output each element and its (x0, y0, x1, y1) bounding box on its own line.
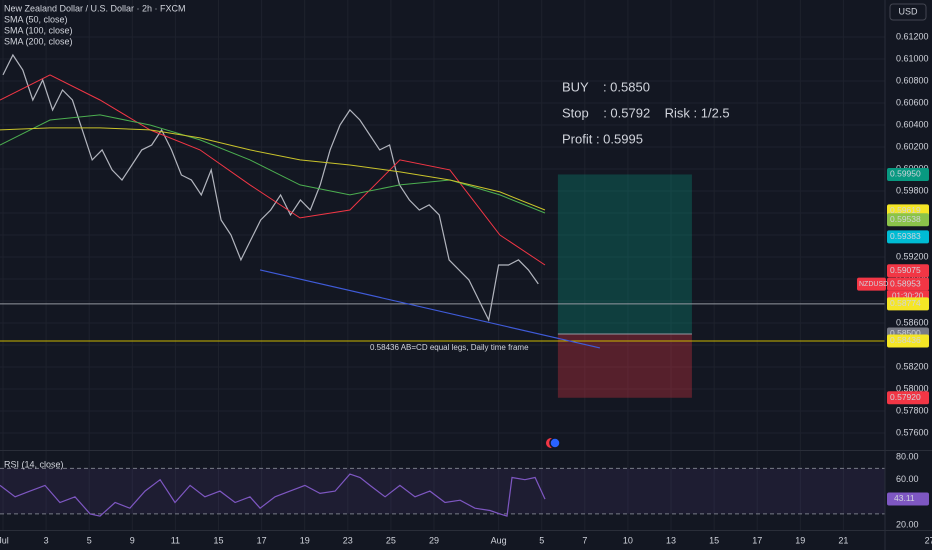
legend-entry: SMA (200, close) (4, 36, 73, 46)
price-badge-label: 0.59383 (890, 231, 921, 241)
price-badge-label: 0.58953 (890, 278, 921, 288)
series-line (0, 74, 546, 266)
plot-area: 0.58436 AB=CD equal legs, Daily time fra… (0, 0, 931, 530)
price-badge-label: 0.58436 (890, 335, 921, 345)
value-badge (887, 492, 929, 506)
x-tick-label: 11 (171, 535, 180, 545)
price-badge-label: 0.59950 (890, 169, 921, 179)
price-badge-label: 0.57920 (890, 392, 921, 402)
x-tick-label: 25 (386, 535, 396, 545)
x-tick-label: 15 (213, 535, 223, 545)
x-tick-label: Aug (491, 535, 507, 545)
trend-line (259, 269, 601, 349)
price-badge (887, 264, 929, 278)
profit-zone (557, 174, 692, 334)
price-badge-label: 0.59538 (890, 214, 921, 224)
y-tick-label: 0.59200 (896, 251, 929, 261)
series-line (2, 53, 539, 322)
y-tick-label: 0.61200 (896, 31, 929, 41)
y-tick-label: 0.58200 (896, 361, 929, 371)
currency-label[interactable]: USD (898, 6, 918, 16)
x-tick-label: 5 (87, 535, 92, 545)
y-tick-label: 0.59800 (896, 185, 929, 195)
series-line (0, 473, 546, 517)
x-tick-label: 3 (44, 535, 49, 545)
y-tick-label: 0.58000 (896, 383, 929, 393)
event-flag[interactable] (549, 437, 561, 449)
y-tick-label: 0.61000 (896, 53, 929, 63)
countdown-label: 01:30:20 (892, 292, 924, 301)
y-tick-label: 60.00 (896, 474, 919, 484)
symbol-tag-label: NZDUSD (859, 281, 888, 288)
trade-info: Profit : 0.5995 (562, 131, 643, 146)
y-tick-label: 0.57800 (896, 405, 929, 415)
price-badge-label: 0.59075 (890, 265, 921, 275)
price-badge-label: 0.58500 (890, 328, 921, 338)
x-tick-label: 29 (429, 535, 439, 545)
trade-info: Stop : 0.5792 Risk : 1/2.5 (562, 105, 730, 120)
y-tick-label: 20.00 (896, 520, 919, 530)
x-tick-label: 19 (795, 535, 805, 545)
currency-button[interactable] (889, 3, 927, 21)
y-tick-label: 0.60200 (896, 141, 929, 151)
price-badge (887, 391, 929, 405)
legend-entry: SMA (100, close) (4, 25, 73, 35)
x-tick-label: 10 (623, 535, 633, 545)
price-badge-label: 0.58774 (890, 298, 921, 308)
value-badge-label: 43.11 (894, 493, 915, 503)
trade-info: BUY : 0.5850 (562, 79, 650, 94)
x-tick-label: 7 (582, 535, 587, 545)
price-badge (887, 213, 929, 227)
x-tick-label: 17 (257, 535, 267, 545)
legend-entry: SMA (50, close) (4, 14, 68, 24)
y-tick-label: 80.00 (896, 451, 919, 461)
x-tick-label: 23 (343, 535, 353, 545)
loss-zone (557, 333, 692, 398)
x-tick-label: 21 (838, 535, 848, 545)
x-tick-label: 9 (130, 535, 135, 545)
x-tick-label: 13 (666, 535, 676, 545)
x-tick-label: 5 (539, 535, 544, 545)
x-tick-label: 15 (709, 535, 719, 545)
pane-title: RSI (14, close) (4, 459, 64, 469)
price-badge (887, 334, 929, 348)
rsi-band (0, 468, 885, 514)
y-tick-label: 0.57600 (896, 427, 929, 437)
x-tick-label: 27 (925, 535, 932, 545)
y-tick-label: 0.58600 (896, 317, 929, 327)
symbol-tag (857, 277, 886, 291)
price-badge (887, 230, 929, 244)
x-tick-label: 17 (752, 535, 762, 545)
x-tick-label: 19 (300, 535, 310, 545)
symbol-title: New Zealand Dollar / U.S. Dollar · 2h · … (4, 3, 186, 13)
price-badge (887, 297, 929, 311)
x-tick-label: Jul (0, 535, 9, 545)
price-badge (887, 167, 929, 181)
annotation: 0.58436 AB=CD equal legs, Daily time fra… (370, 343, 529, 352)
price-badge (887, 277, 929, 291)
series-line (0, 127, 546, 211)
y-tick-label: 0.60400 (896, 119, 929, 129)
overlay: 0.61200 0.61000 0.60800 0.60600 0.60400 0.602… (0, 14, 932, 545)
y-tick-label: 0.60600 (896, 97, 929, 107)
price-badge-label: 0.59619 (890, 205, 921, 215)
y-tick-label: 0.60800 (896, 75, 929, 85)
